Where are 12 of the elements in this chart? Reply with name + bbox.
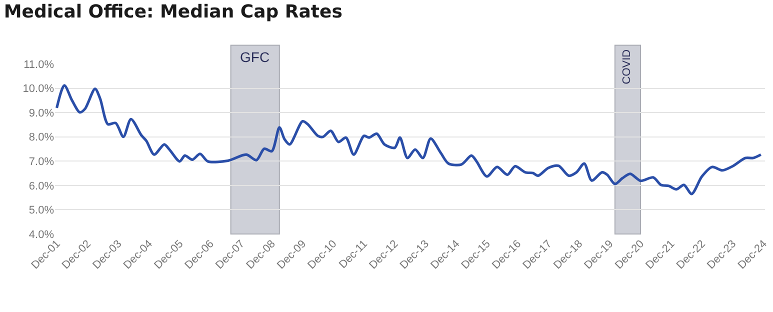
y-tick-label: 11.0%	[24, 58, 54, 71]
y-tick-label: 5.0%	[28, 204, 54, 217]
band-label: GFC	[240, 49, 270, 65]
y-tick-label: 9.0%	[28, 107, 54, 120]
y-tick-label: 10.0%	[22, 83, 54, 96]
band-label: COVID	[621, 49, 634, 84]
line-series	[55, 84, 762, 196]
y-tick-label: 6.0%	[28, 180, 54, 192]
chart-title: Medical Office: Median Cap Rates	[4, 1, 342, 22]
y-tick-label: 4.0%	[28, 228, 54, 241]
y-tick-label: 8.0%	[28, 132, 54, 144]
y-tick-label: 7.0%	[28, 156, 54, 168]
